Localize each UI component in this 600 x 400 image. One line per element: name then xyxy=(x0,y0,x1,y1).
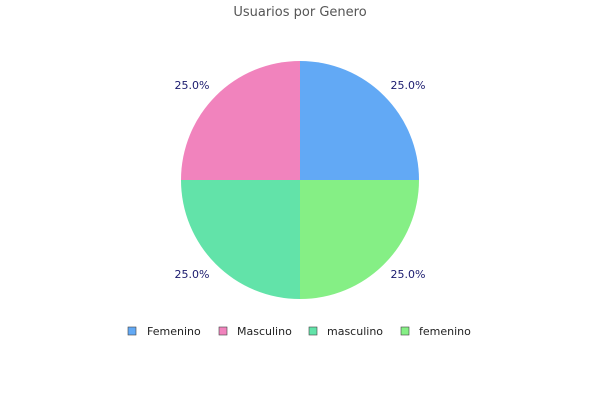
legend: Femenino Masculino masculino femenino xyxy=(127,325,471,338)
legend-item-masculino-2[interactable]: masculino xyxy=(308,325,383,338)
chart-title: Usuarios por Genero xyxy=(233,5,366,20)
legend-label-femenino: Femenino xyxy=(147,325,201,338)
pie-slice-masculino-1[interactable] xyxy=(181,61,300,180)
legend-label-masculino: Masculino xyxy=(237,325,292,338)
legend-swatch-masculino xyxy=(218,326,228,336)
slice-label-masculino: 25.0% xyxy=(175,79,210,92)
pie-slice-masculino-2[interactable] xyxy=(181,180,300,299)
legend-item-femenino[interactable]: Femenino xyxy=(127,325,201,338)
legend-item-masculino[interactable]: Masculino xyxy=(218,325,292,338)
slice-label-masculino-2: 25.0% xyxy=(175,268,210,281)
legend-label-femenino-2: femenino xyxy=(419,325,471,338)
legend-swatch-masculino-2 xyxy=(308,326,318,336)
legend-label-masculino-2: masculino xyxy=(327,325,383,338)
slice-label-femenino-2: 25.0% xyxy=(391,268,426,281)
legend-item-femenino-2[interactable]: femenino xyxy=(400,325,471,338)
legend-swatch-femenino-2 xyxy=(400,326,410,336)
pie-slice-femenino-3[interactable] xyxy=(300,180,419,299)
pie-slice-femenino-0[interactable] xyxy=(300,61,419,180)
legend-swatch-femenino xyxy=(127,326,137,336)
slice-label-femenino: 25.0% xyxy=(391,79,426,92)
pie-slices xyxy=(181,61,419,299)
